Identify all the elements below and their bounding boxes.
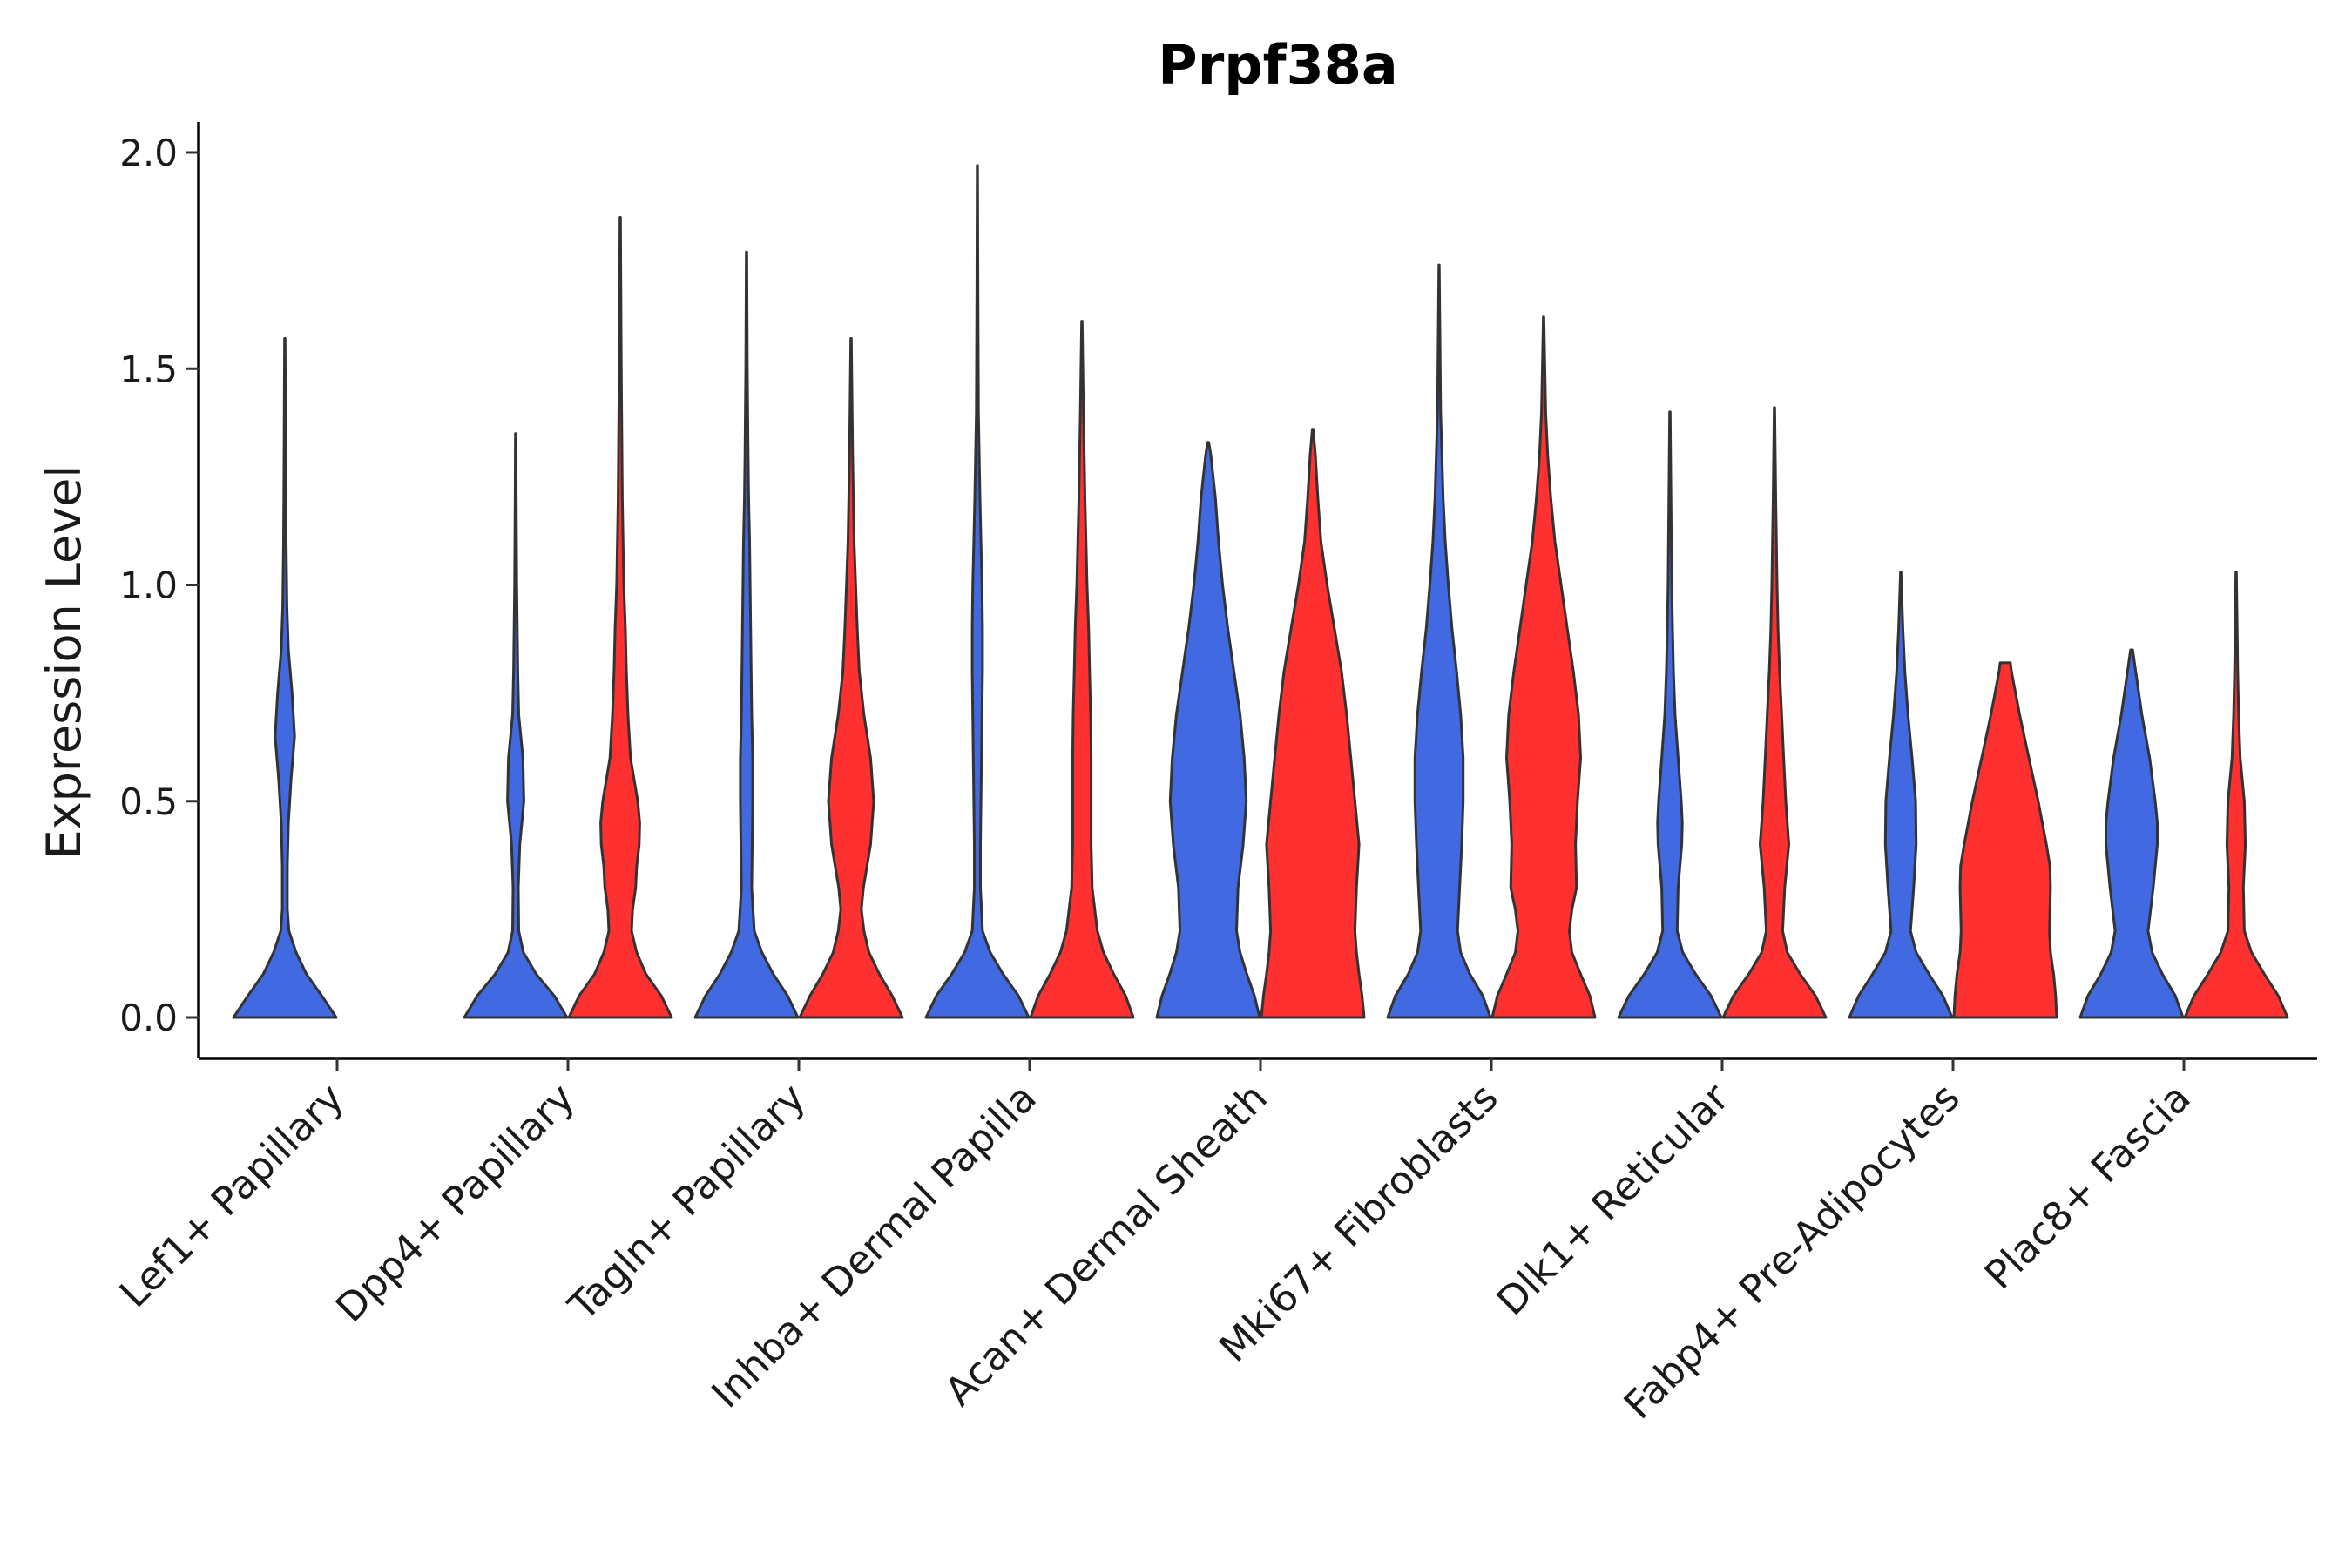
axes-layer	[197, 122, 2317, 1060]
y-tick-label: 0.5	[119, 781, 178, 823]
violin-blue-6	[1617, 410, 1723, 1019]
violin-red-5	[1490, 315, 1597, 1019]
y-tick-label: 1.0	[119, 564, 178, 607]
x-tick-label: Tagln+ Papillary	[559, 1074, 814, 1329]
violin-red-1	[567, 216, 673, 1019]
violin-red-6	[1721, 406, 1828, 1019]
violin-layer	[232, 164, 2289, 1019]
y-tick-label: 1.5	[119, 348, 178, 390]
y-ticks: 0.0 0.5 1.0 1.5 2.0	[119, 132, 199, 1039]
chart-title: Prpf38a	[1158, 33, 1398, 97]
violin-blue-7	[1848, 571, 1954, 1019]
violin-blue-8	[2078, 648, 2185, 1019]
violin-red-3	[1029, 320, 1135, 1019]
violin-red-4	[1260, 428, 1366, 1019]
y-tick-label: 0.0	[119, 997, 178, 1039]
y-axis-label: Expression Level	[37, 465, 91, 860]
violin-blue-5	[1386, 263, 1492, 1019]
violin-blue-2	[693, 250, 800, 1019]
violin-blue-1	[463, 432, 569, 1019]
violin-blue-4	[1155, 441, 1261, 1019]
y-tick-label: 2.0	[119, 132, 178, 174]
x-tick-label: Plac8+ Fascia	[1976, 1074, 2200, 1298]
violin-red-7	[1952, 661, 2058, 1019]
x-tick-label: Lef1+ Papillary	[111, 1074, 353, 1316]
violin-blue-0	[232, 337, 338, 1019]
x-tick-label: Dpp4+ Papillary	[327, 1074, 584, 1331]
violin-red-8	[2183, 571, 2289, 1019]
violin-red-2	[798, 337, 904, 1019]
violin-blue-3	[924, 164, 1031, 1019]
x-tick-label: Dlk1+ Reticular	[1488, 1074, 1738, 1324]
